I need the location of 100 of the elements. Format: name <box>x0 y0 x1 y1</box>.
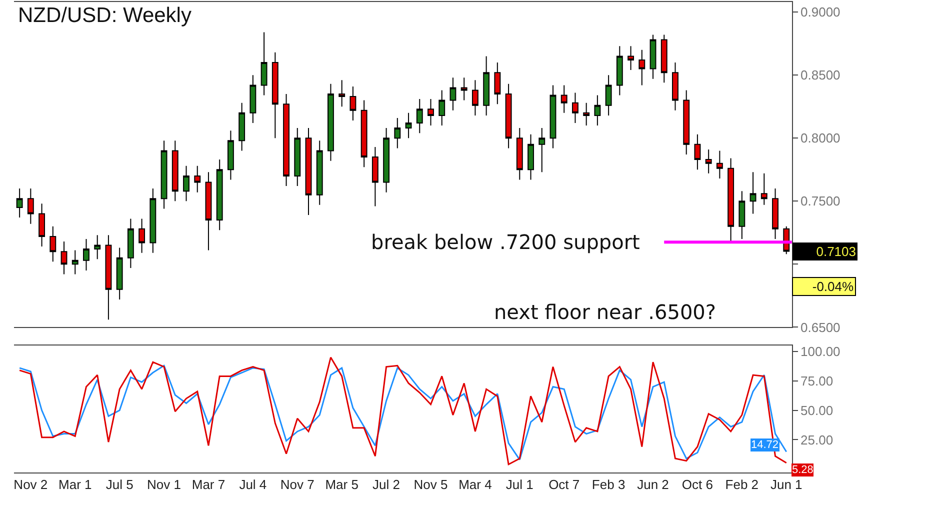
candlestick <box>194 165 201 193</box>
candlestick <box>50 226 56 262</box>
candlestick <box>616 46 623 96</box>
candlestick <box>94 234 101 260</box>
candlestick <box>438 90 446 126</box>
candlestick <box>116 247 123 300</box>
candlestick <box>316 140 323 206</box>
ref-line-label: break below .7200 support <box>371 230 640 254</box>
candlestick <box>516 128 523 180</box>
candlestick <box>27 188 34 224</box>
candlestick <box>183 165 190 202</box>
x-tick-label: Jun 1 <box>770 477 802 492</box>
candlestick <box>216 159 223 231</box>
data-label: 5.28 <box>792 464 814 476</box>
candlestick <box>205 172 212 251</box>
candlestick <box>127 218 134 268</box>
y-tick-label: 0.9000 <box>800 4 840 20</box>
candlestick <box>38 203 46 248</box>
x-tick-label: Oct 6 <box>682 477 713 492</box>
candlestick <box>16 188 23 218</box>
candlestick <box>728 158 734 242</box>
candlestick <box>772 188 778 240</box>
candlestick <box>338 80 346 108</box>
candlestick <box>294 128 301 187</box>
x-tick-label: Mar 1 <box>58 477 92 492</box>
candlestick <box>360 100 368 168</box>
candlestick <box>638 49 646 86</box>
text: 0.7103 <box>816 244 856 259</box>
candlestick <box>160 140 168 210</box>
candlestick <box>238 102 246 152</box>
x-tick-label: Jun 2 <box>637 477 669 492</box>
annotation: next floor near .6500? <box>494 300 716 324</box>
y-tick-label: 100.00 <box>800 344 840 360</box>
candlestick <box>260 32 268 96</box>
x-tick-label: Nov 1 <box>147 477 182 492</box>
x-tick-label: Jul 4 <box>239 477 267 492</box>
text: -0.04% <box>812 279 854 294</box>
candlestick <box>538 128 546 173</box>
candlestick <box>372 146 378 207</box>
y-tick-label: 0.6500 <box>800 320 840 335</box>
candlestick <box>628 46 634 71</box>
candlestick <box>394 117 401 149</box>
candlestick <box>472 80 478 116</box>
candlestick <box>572 92 578 124</box>
candlestick <box>383 128 390 193</box>
candlestick <box>650 34 656 80</box>
x-tick-label: Mar 4 <box>458 477 492 492</box>
x-tick-label: Nov 7 <box>280 477 314 492</box>
candlestick <box>450 77 456 111</box>
candlestick <box>60 240 68 275</box>
candlestick <box>272 52 278 139</box>
y-tick-label: 0.8500 <box>800 68 840 83</box>
candlestick <box>494 62 501 105</box>
y-tick-label: 50.00 <box>800 402 834 418</box>
candlestick <box>227 130 234 180</box>
candlestick <box>738 190 746 240</box>
x-tick-label: Nov 2 <box>14 477 48 492</box>
x-tick-label: Feb 3 <box>592 477 626 492</box>
x-tick-label: Feb 2 <box>725 477 759 492</box>
candlestick <box>660 34 668 84</box>
candlestick <box>138 218 146 254</box>
candlestick <box>83 238 90 271</box>
x-tick-label: Nov 5 <box>414 477 448 492</box>
candlestick <box>305 128 312 216</box>
candlestick <box>560 84 568 114</box>
candlestick <box>105 234 112 320</box>
y-tick-label: 75.00 <box>800 373 834 388</box>
candlestick <box>528 134 534 180</box>
candlestick <box>460 77 468 101</box>
candlestick <box>416 98 423 134</box>
candlestick <box>172 140 178 202</box>
candlestick <box>550 84 556 149</box>
candlestick <box>583 102 590 126</box>
candlestick <box>716 150 723 179</box>
candlestick <box>605 74 612 116</box>
candlestick <box>594 94 601 126</box>
y-tick-label: 0.8000 <box>800 130 840 146</box>
candlestick <box>250 74 256 124</box>
y-tick-label: 25.00 <box>800 432 834 448</box>
candlestick <box>150 188 156 254</box>
x-tick-label: Jul 1 <box>506 477 534 492</box>
x-tick-label: Jul 5 <box>106 477 134 492</box>
candlestick <box>683 90 690 156</box>
candlestick <box>72 250 78 275</box>
x-tick-label: Mar 7 <box>192 477 226 492</box>
y-tick-label: 0.7500 <box>800 194 840 209</box>
x-tick-label: Oct 7 <box>548 477 580 492</box>
candlestick <box>505 83 512 149</box>
chart-title: NZD/USD: Weekly <box>18 4 192 27</box>
data-label: 14.72 <box>751 439 779 451</box>
candlestick <box>760 172 768 206</box>
candlestick <box>283 94 290 187</box>
candlestick <box>483 56 490 116</box>
candlestick <box>405 112 412 139</box>
x-tick-label: Jul 2 <box>372 477 400 492</box>
candlestick <box>672 62 678 111</box>
candlestick <box>350 86 356 121</box>
candlestick <box>328 83 334 162</box>
candlestick <box>428 98 434 126</box>
candlestick <box>705 148 712 174</box>
